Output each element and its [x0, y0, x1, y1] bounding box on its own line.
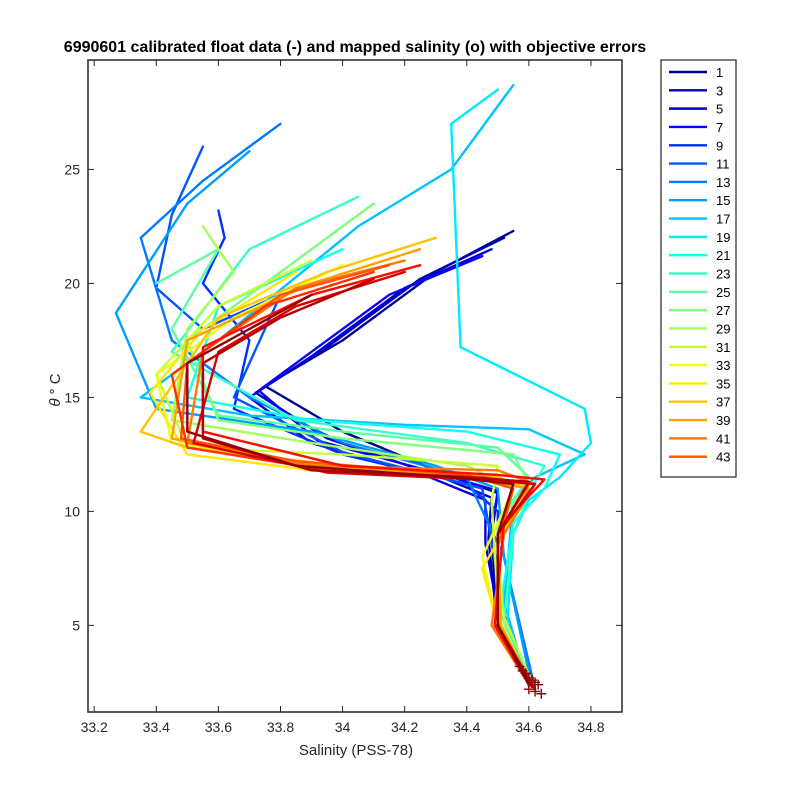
x-tick-label: 34.2 [391, 719, 418, 735]
legend-label: 19 [716, 230, 730, 245]
y-tick-label: 5 [72, 617, 80, 633]
legend-label: 23 [716, 267, 730, 282]
legend-label: 29 [716, 321, 730, 336]
y-axis-label-symbol: θ [47, 398, 64, 406]
y-axis-label: θ ° C [47, 373, 64, 406]
legend-box [660, 59, 737, 478]
legend-label: 31 [716, 340, 730, 355]
axes-frame [87, 59, 623, 713]
mapped-salinity-marker [530, 686, 541, 697]
legend-label: 43 [716, 450, 730, 465]
x-tick-label: 33.4 [143, 719, 170, 735]
series-line-7 [139, 122, 537, 691]
x-tick-label: 34.4 [453, 719, 480, 735]
legend-label: 13 [716, 175, 730, 190]
series-layer [114, 83, 593, 691]
axes-layer: 33.2 33.4 33.6 33.8 34 34.2 34.4 34.6 34.8 5 10 15 2… [64, 59, 623, 735]
chart-title: 6990601 calibrated float data (-) and ma… [64, 39, 646, 56]
legend-label: 33 [716, 358, 730, 373]
y-tick-label: 15 [64, 389, 80, 405]
x-tick-label: 33.6 [205, 719, 232, 735]
mapped-salinity-marker [533, 679, 544, 690]
x-tick-label: 34.8 [577, 719, 604, 735]
y-axis-label-unit: ° C [47, 373, 64, 394]
legend-label: 1 [716, 65, 723, 80]
legend-label: 3 [716, 83, 723, 98]
mapped-salinity-marker [523, 684, 534, 695]
legend-label: 41 [716, 431, 730, 446]
series-line-27 [186, 293, 531, 686]
x-tick-label: 34 [335, 719, 351, 735]
series-line-16 [155, 259, 537, 691]
x-tick-label: 33.2 [81, 719, 108, 735]
series-line-24 [201, 264, 546, 686]
legend-label: 37 [716, 395, 730, 410]
plot-area [88, 60, 622, 712]
legend-label: 11 [716, 157, 730, 172]
y-tick-label: 10 [64, 503, 80, 519]
y-tick-label: 25 [64, 161, 80, 177]
legend-label: 39 [716, 413, 730, 428]
legend-label: 17 [716, 212, 730, 227]
legend-label: 5 [716, 102, 723, 117]
legend-label: 15 [716, 193, 730, 208]
legend-label: 21 [716, 248, 730, 263]
legend-label: 27 [716, 303, 730, 318]
series-line-1 [263, 229, 537, 691]
x-tick-label: 33.8 [267, 719, 294, 735]
legend-label: 7 [716, 120, 723, 135]
x-tick-label: 34.6 [515, 719, 542, 735]
marker-layer [514, 661, 547, 699]
x-axis-label: Salinity (PSS-78) [299, 742, 413, 759]
mapped-salinity-marker [536, 688, 547, 699]
legend-label: 25 [716, 285, 730, 300]
legend-label: 35 [716, 376, 730, 391]
plot-background [88, 60, 622, 712]
series-line-15 [170, 225, 531, 686]
series-line-10 [450, 88, 593, 691]
legend-label: 9 [716, 138, 723, 153]
y-tick-label: 20 [64, 275, 80, 291]
